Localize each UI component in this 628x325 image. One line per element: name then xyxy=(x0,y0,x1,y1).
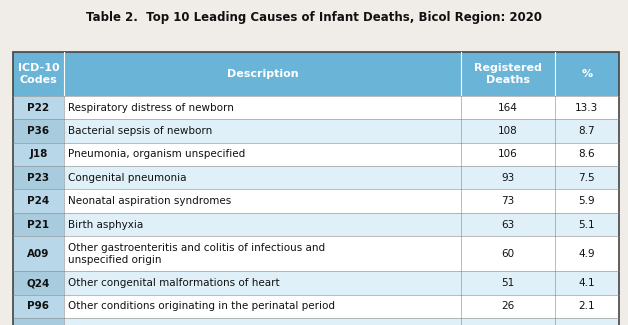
Text: Neonatal aspiration syndromes: Neonatal aspiration syndromes xyxy=(68,196,231,206)
Text: 26: 26 xyxy=(501,302,514,311)
Text: %: % xyxy=(581,69,592,79)
Text: 2.1: 2.1 xyxy=(578,302,595,311)
Text: 60: 60 xyxy=(501,249,514,259)
Text: Respiratory distress of newborn: Respiratory distress of newborn xyxy=(68,103,234,112)
Text: 5.9: 5.9 xyxy=(578,196,595,206)
Text: Other gastroenteritis and colitis of infectious and
unspecified origin: Other gastroenteritis and colitis of inf… xyxy=(68,243,325,265)
Text: Description: Description xyxy=(227,69,298,79)
Text: Birth asphyxia: Birth asphyxia xyxy=(68,220,143,229)
Text: 63: 63 xyxy=(501,220,514,229)
Text: 73: 73 xyxy=(501,196,514,206)
Text: P21: P21 xyxy=(27,220,50,229)
Text: P22: P22 xyxy=(27,103,50,112)
Text: P23: P23 xyxy=(27,173,50,183)
Text: Registered
Deaths: Registered Deaths xyxy=(474,63,542,85)
Text: 7.5: 7.5 xyxy=(578,173,595,183)
Text: Congenital pneumonia: Congenital pneumonia xyxy=(68,173,187,183)
Text: Table 2.  Top 10 Leading Causes of Infant Deaths, Bicol Region: 2020: Table 2. Top 10 Leading Causes of Infant… xyxy=(86,11,542,24)
Text: 108: 108 xyxy=(498,126,518,136)
Text: 93: 93 xyxy=(501,173,514,183)
Text: 51: 51 xyxy=(501,278,514,288)
Text: Other congenital malformations of heart: Other congenital malformations of heart xyxy=(68,278,279,288)
Text: 164: 164 xyxy=(498,103,518,112)
Text: J18: J18 xyxy=(29,150,48,159)
Text: P24: P24 xyxy=(27,196,50,206)
Text: 5.1: 5.1 xyxy=(578,220,595,229)
Text: Other conditions originating in the perinatal period: Other conditions originating in the peri… xyxy=(68,302,335,311)
Text: 13.3: 13.3 xyxy=(575,103,598,112)
Text: Bacterial sepsis of newborn: Bacterial sepsis of newborn xyxy=(68,126,212,136)
Text: 4.1: 4.1 xyxy=(578,278,595,288)
Text: ICD-10
Codes: ICD-10 Codes xyxy=(18,63,59,85)
Text: 8.7: 8.7 xyxy=(578,126,595,136)
Text: 106: 106 xyxy=(498,150,518,159)
Text: Q24: Q24 xyxy=(26,278,50,288)
Text: A09: A09 xyxy=(27,249,50,259)
Text: 8.6: 8.6 xyxy=(578,150,595,159)
Text: 4.9: 4.9 xyxy=(578,249,595,259)
Text: Pneumonia, organism unspecified: Pneumonia, organism unspecified xyxy=(68,150,245,159)
Text: P96: P96 xyxy=(27,302,50,311)
Text: P36: P36 xyxy=(27,126,50,136)
